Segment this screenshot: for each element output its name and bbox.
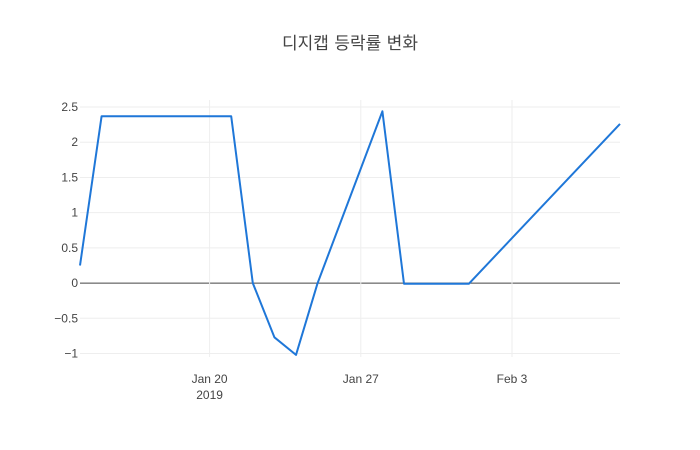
y-tick-label: 2.5 bbox=[61, 100, 78, 114]
y-tick-label: 1 bbox=[71, 206, 78, 220]
grid-layer bbox=[80, 100, 620, 357]
y-tick-label: −1 bbox=[64, 346, 78, 360]
y-tick-label: −0.5 bbox=[54, 311, 78, 325]
y-tick-label: 0 bbox=[71, 276, 78, 290]
x-tick-label: Feb 3 bbox=[497, 372, 528, 386]
series-layer bbox=[79, 110, 621, 356]
y-tick-label: 0.5 bbox=[61, 241, 78, 255]
series-line-0 bbox=[79, 110, 621, 356]
x-tick-sublabel: 2019 bbox=[196, 388, 223, 402]
y-tick-label: 2 bbox=[71, 135, 78, 149]
x-tick-label: Jan 27 bbox=[343, 372, 379, 386]
chart-title: 디지캡 등락률 변화 bbox=[282, 34, 418, 54]
axis-layer: 2.5 2 1.5 1 0.5 0 −0.5 −1 Jan 20 2019 Jan 27 Feb 3 bbox=[54, 100, 527, 402]
y-tick-label: 1.5 bbox=[61, 170, 78, 184]
x-tick-label: Jan 20 bbox=[192, 372, 228, 386]
